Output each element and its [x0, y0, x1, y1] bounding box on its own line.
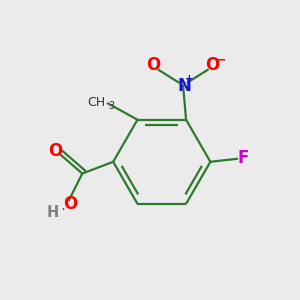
Text: +: +: [185, 74, 194, 84]
Text: −: −: [215, 53, 226, 66]
Text: O: O: [48, 142, 62, 160]
Text: H: H: [47, 205, 59, 220]
Text: N: N: [177, 77, 191, 95]
Text: O: O: [205, 56, 219, 74]
Text: CH: CH: [87, 96, 105, 110]
Text: F: F: [238, 149, 249, 167]
Text: 3: 3: [109, 101, 115, 111]
Text: ·: ·: [60, 203, 65, 218]
Text: O: O: [147, 56, 161, 74]
Text: O: O: [63, 195, 78, 213]
